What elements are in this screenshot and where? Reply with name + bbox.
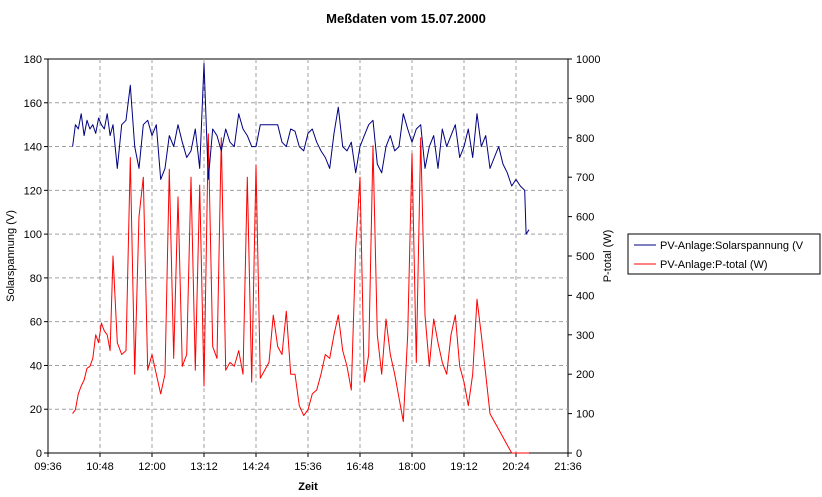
- x-tick-label: 14:24: [242, 461, 270, 473]
- series-lines: [72, 62, 530, 454]
- chart-title: Meßdaten vom 15.07.2000: [326, 11, 486, 26]
- left-y-tick-label: 60: [30, 317, 42, 329]
- right-y-tick-label: 800: [576, 133, 594, 145]
- x-tick-label: 12:00: [138, 461, 166, 473]
- series-line-solarspannung: [72, 62, 530, 235]
- right-y-tick-label: 600: [576, 212, 594, 224]
- right-y-tick-label: 400: [576, 290, 594, 302]
- right-y-tick-label: 1000: [576, 54, 600, 66]
- right-y-axis-ticks: 0 100 200 300 400 500 600 700 800 900 1000: [568, 54, 600, 460]
- legend-entry-p-total: PV-Anlage:P-total (W): [660, 259, 768, 271]
- x-tick-label: 10:48: [86, 461, 114, 473]
- legend: PV-Anlage:Solarspannung (V PV-Anlage:P-t…: [627, 233, 821, 275]
- right-y-tick-label: 100: [576, 409, 594, 421]
- x-tick-label: 21:36: [554, 461, 582, 473]
- left-y-tick-label: 0: [36, 448, 42, 460]
- left-y-tick-label: 80: [30, 273, 42, 285]
- legend-entry-solarspannung: PV-Anlage:Solarspannung (V: [660, 240, 804, 252]
- left-y-axis-title: Solarspannung (V): [5, 210, 17, 302]
- right-y-tick-label: 300: [576, 330, 594, 342]
- left-y-tick-label: 100: [24, 229, 42, 241]
- left-y-tick-label: 180: [24, 54, 42, 66]
- left-y-axis-ticks: 0 20 40 60 80 100 120 140 160 180: [24, 54, 48, 460]
- left-y-tick-label: 20: [30, 404, 42, 416]
- series-line-p-total: [72, 133, 529, 454]
- left-y-tick-label: 40: [30, 360, 42, 372]
- x-tick-label: 18:00: [398, 461, 426, 473]
- x-tick-label: 16:48: [346, 461, 374, 473]
- right-y-tick-label: 200: [576, 369, 594, 381]
- left-y-tick-label: 120: [24, 185, 42, 197]
- right-y-tick-label: 500: [576, 251, 594, 263]
- right-y-tick-label: 700: [576, 172, 594, 184]
- x-tick-label: 19:12: [450, 461, 478, 473]
- right-y-tick-label: 0: [576, 448, 582, 460]
- legend-box: [627, 233, 821, 275]
- x-axis-ticks: 09:36 10:48 12:00 13:12 14:24 15:36 16:48 18:00…: [34, 453, 582, 473]
- left-y-tick-label: 160: [24, 98, 42, 110]
- right-y-tick-label: 900: [576, 93, 594, 105]
- x-tick-label: 09:36: [34, 461, 62, 473]
- x-axis-title: Zeit: [298, 481, 318, 493]
- x-tick-label: 15:36: [294, 461, 322, 473]
- x-tick-label: 13:12: [190, 461, 218, 473]
- left-y-tick-label: 140: [24, 142, 42, 154]
- x-tick-label: 20:24: [502, 461, 530, 473]
- right-y-axis-title: P-total (W): [602, 230, 614, 283]
